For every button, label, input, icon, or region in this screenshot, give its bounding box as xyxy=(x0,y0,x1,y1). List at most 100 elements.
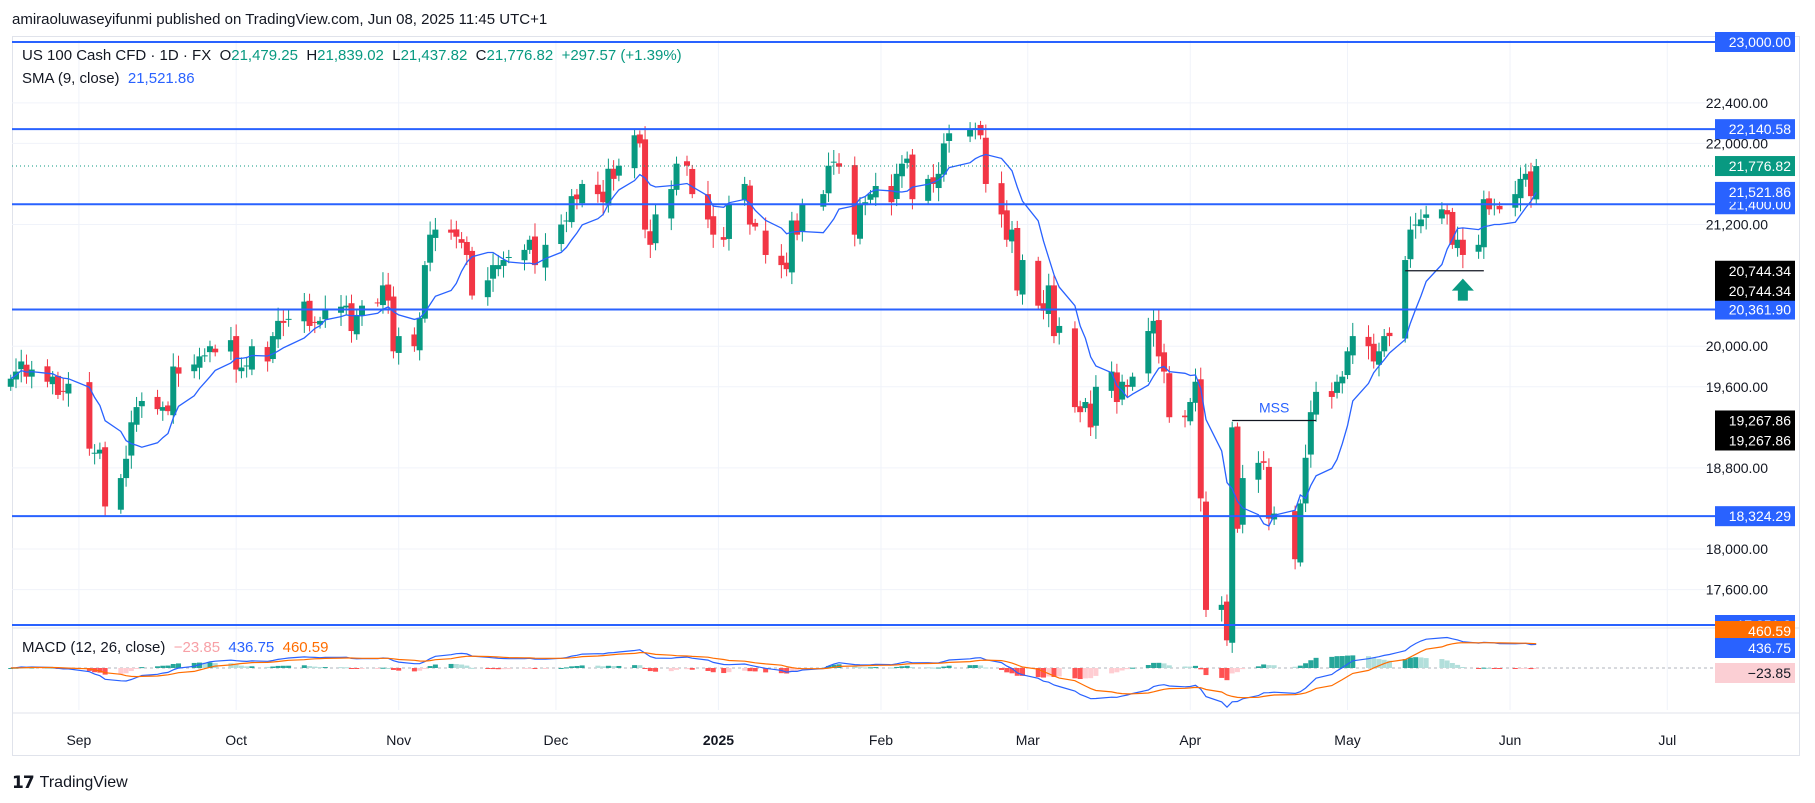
macd-histogram-bar xyxy=(726,668,732,673)
candle-body xyxy=(458,239,465,243)
candle-body xyxy=(1150,320,1157,334)
macd-histogram-bar xyxy=(862,667,868,669)
axis-price-label: 20,744.34 xyxy=(1729,283,1791,299)
macd-histogram-bar xyxy=(417,668,423,671)
macd-histogram-bar xyxy=(228,663,234,668)
macd-histogram-bar xyxy=(155,666,161,668)
macd-histogram-bar xyxy=(1130,667,1136,669)
axis-price-tag xyxy=(1715,410,1795,451)
candle-body xyxy=(275,320,282,340)
macd-histogram-bar xyxy=(1449,662,1455,668)
publish-line: amiraoluwaseyifunmi published on Trading… xyxy=(12,11,548,28)
candle-body xyxy=(65,383,72,394)
candle-body xyxy=(1077,406,1084,413)
candle-body xyxy=(317,320,324,325)
candle-body xyxy=(762,230,769,255)
up-arrow-icon xyxy=(1451,278,1474,301)
macd-histogram-bar xyxy=(857,667,863,669)
macd-histogram-bar xyxy=(176,663,182,668)
candle-body xyxy=(1386,332,1393,337)
macd-histogram-bar xyxy=(160,665,166,668)
macd-histogram-bar xyxy=(563,667,569,669)
candle-body xyxy=(1349,336,1356,356)
candle-body xyxy=(379,285,386,306)
tradingview-footer[interactable]: 𝟭𝟳 TradingView xyxy=(12,773,128,793)
candle-body xyxy=(1265,466,1272,519)
macd-histogram-bar xyxy=(1040,668,1046,678)
candle-body xyxy=(28,369,35,377)
macd-histogram-bar xyxy=(867,667,873,669)
candle-body xyxy=(306,300,313,326)
candle-body xyxy=(836,163,843,167)
macd-histogram-bar xyxy=(1166,665,1172,668)
macd-histogram-bar xyxy=(888,667,894,669)
level-price-tag xyxy=(1715,299,1795,320)
axis-price-tag xyxy=(1715,181,1795,202)
macd-histogram-bar xyxy=(647,668,653,672)
candle-body xyxy=(374,302,381,304)
candle-body xyxy=(285,318,292,320)
candle-body xyxy=(1344,351,1351,376)
macd-histogram-bar xyxy=(301,665,307,668)
macd-histogram-bar xyxy=(427,666,433,668)
candle-body xyxy=(1339,376,1346,384)
candle-body xyxy=(799,204,806,232)
candle-body xyxy=(1045,285,1052,314)
low-value: 21,437.82 xyxy=(400,47,468,64)
macd-histogram-bar xyxy=(558,667,564,669)
candle-body xyxy=(44,366,51,382)
candle-body xyxy=(1407,229,1414,260)
candle-body xyxy=(1166,373,1173,418)
candle-body xyxy=(469,250,476,296)
macd-histogram-bar xyxy=(668,668,674,672)
candle-body xyxy=(998,183,1005,215)
candle-body xyxy=(1087,403,1094,428)
level-price-tag xyxy=(1715,32,1795,52)
close-value: 21,776.82 xyxy=(486,47,554,64)
macd-histogram-bar xyxy=(1418,657,1424,668)
macd-histogram-bar xyxy=(1046,668,1052,677)
x-tick-label: Jun xyxy=(1499,732,1522,748)
candle-body xyxy=(463,241,470,255)
macd-histogram-bar xyxy=(422,668,428,669)
macd-histogram-bar xyxy=(742,668,748,671)
candle-body xyxy=(725,204,732,239)
candle-body xyxy=(610,168,617,179)
macd-histogram-bar xyxy=(1219,668,1225,678)
macd-histogram-bar xyxy=(1224,668,1230,681)
macd-histogram-bar xyxy=(118,668,124,675)
macd-histogram-bar xyxy=(1161,663,1167,668)
macd-histogram-bar xyxy=(611,666,617,668)
candles xyxy=(7,120,1540,653)
candle-body xyxy=(689,168,696,195)
candle-body xyxy=(1423,214,1430,218)
candle-body xyxy=(348,303,355,332)
macd-histogram-bar xyxy=(569,666,575,668)
candle-body xyxy=(594,184,601,195)
macd-histogram-bar xyxy=(1004,668,1010,673)
macd-histogram-bar xyxy=(1020,668,1026,676)
macd-histogram-bar xyxy=(978,665,984,668)
macd-histogram-bar xyxy=(1402,659,1408,668)
candle-body xyxy=(49,376,56,385)
x-tick-label: Feb xyxy=(869,732,893,748)
macd-histogram-bar xyxy=(249,666,255,668)
candle-body xyxy=(96,449,103,454)
candle-body xyxy=(23,364,30,377)
macd-histogram-bar xyxy=(1455,664,1461,668)
macd-histogram-bar xyxy=(1035,668,1041,678)
macd-histogram-bar xyxy=(1523,668,1529,669)
x-tick-label: Oct xyxy=(225,732,247,748)
macd-histogram-bar xyxy=(1376,659,1382,668)
mss-label: MSS xyxy=(1259,399,1289,415)
candle-body xyxy=(1082,402,1089,409)
macd-histogram-bar xyxy=(1151,662,1157,668)
level-price-label: 22,140.58 xyxy=(1729,121,1791,137)
macd-histogram-bar xyxy=(930,667,936,669)
macd-histogram-bar xyxy=(1303,663,1309,668)
candle-body xyxy=(453,229,460,237)
macd-histogram-bar xyxy=(165,665,171,668)
candle-body xyxy=(1328,391,1335,397)
macd-histogram-bar xyxy=(354,668,360,669)
